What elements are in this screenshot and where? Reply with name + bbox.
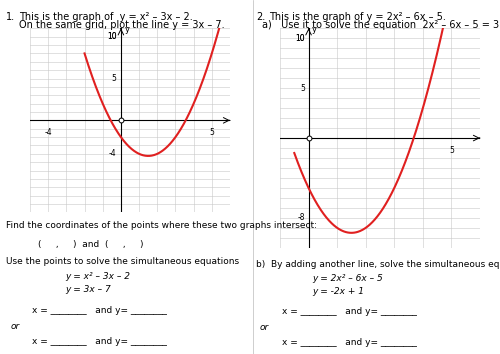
Text: y = 3x – 7: y = 3x – 7 xyxy=(65,285,111,294)
Text: 10: 10 xyxy=(296,34,305,43)
Text: -8: -8 xyxy=(298,213,305,222)
Text: Find the coordinates of the points where these two graphs intersect:: Find the coordinates of the points where… xyxy=(6,221,317,230)
Text: 10: 10 xyxy=(296,34,305,43)
Text: -4: -4 xyxy=(108,149,116,158)
Text: (     ,     )  and  (     ,     ): ( , ) and ( , ) xyxy=(38,240,143,249)
Text: x = ________   and y= ________: x = ________ and y= ________ xyxy=(32,306,168,314)
Text: 5: 5 xyxy=(210,128,214,137)
Text: or: or xyxy=(260,323,269,332)
Text: This is the graph of  y = x² – 3x – 2.: This is the graph of y = x² – 3x – 2. xyxy=(19,12,193,22)
Text: 5: 5 xyxy=(300,84,305,93)
Text: or: or xyxy=(11,322,20,331)
Text: 2.: 2. xyxy=(256,12,265,22)
Text: -4: -4 xyxy=(44,128,52,137)
Text: x = ________   and y= ________: x = ________ and y= ________ xyxy=(32,337,168,346)
Text: y = -2x + 1: y = -2x + 1 xyxy=(312,287,364,296)
Text: y = 2x² – 6x – 5: y = 2x² – 6x – 5 xyxy=(312,274,384,283)
Text: a)   Use it to solve the equation  2x² – 6x – 5 = 3.: a) Use it to solve the equation 2x² – 6x… xyxy=(262,20,500,30)
Text: 5: 5 xyxy=(449,146,454,155)
Text: 10: 10 xyxy=(106,32,117,41)
Text: y: y xyxy=(124,25,130,34)
Text: b)  By adding another line, solve the simultaneous equations: b) By adding another line, solve the sim… xyxy=(256,260,500,269)
Text: x = ________   and y= ________: x = ________ and y= ________ xyxy=(282,307,418,316)
Text: 10: 10 xyxy=(106,32,117,41)
Text: x = ________   and y= ________: x = ________ and y= ________ xyxy=(282,338,418,347)
Text: This is the graph of y = 2x² – 6x – 5.: This is the graph of y = 2x² – 6x – 5. xyxy=(269,12,446,22)
Text: 5: 5 xyxy=(112,74,116,83)
Text: y = x² – 3x – 2: y = x² – 3x – 2 xyxy=(65,272,130,280)
Text: On the same grid, plot the line y = 3x – 7.: On the same grid, plot the line y = 3x –… xyxy=(19,20,225,30)
Text: y: y xyxy=(312,25,317,34)
Text: 1.: 1. xyxy=(6,12,15,22)
Text: Use the points to solve the simultaneous equations: Use the points to solve the simultaneous… xyxy=(6,257,239,266)
